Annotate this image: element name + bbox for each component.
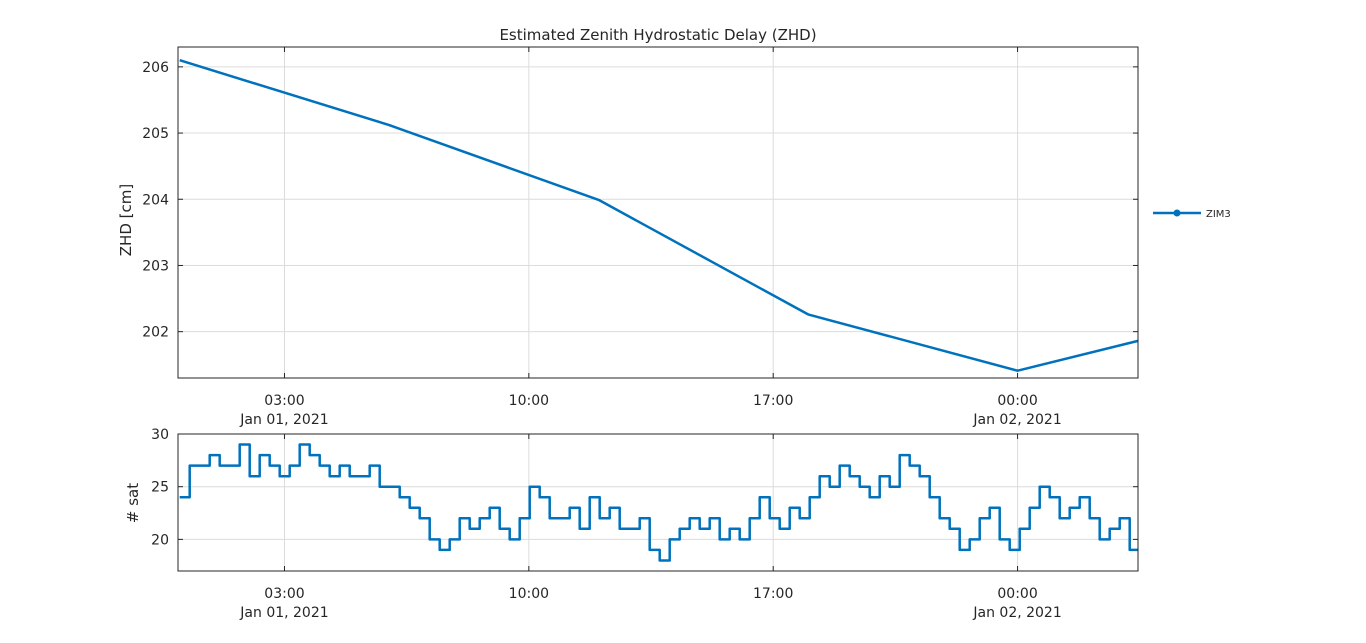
zhd-y-tick-label-1: 203 xyxy=(142,258,169,274)
sat-x-tick-label-2: 17:00 xyxy=(753,586,793,602)
zhd-x-tick-date-0: Jan 01, 2021 xyxy=(239,412,328,428)
zhd-y-tick-label-4: 206 xyxy=(142,60,169,76)
sat-y-tick-label-2: 30 xyxy=(151,427,169,443)
sat-series-zim3 xyxy=(179,443,1138,562)
sat-y-tick-label-1: 25 xyxy=(151,480,169,496)
sat-y-axis-label: # sat xyxy=(124,483,142,523)
sat-x-tick-date-0: Jan 01, 2021 xyxy=(239,605,328,621)
zhd-x-tick-label-0: 03:00 xyxy=(264,393,304,409)
sat-x-tick-label-0: 03:00 xyxy=(264,586,304,602)
zhd-x-tick-date-3: Jan 02, 2021 xyxy=(972,412,1061,428)
sat-axes-frame xyxy=(177,433,1139,572)
zhd-series-zim3 xyxy=(179,59,1139,372)
zhd-y-tick-label-0: 202 xyxy=(142,325,169,341)
zhd-y-tick-label-2: 204 xyxy=(142,192,169,208)
zhd-x-tick-label-1: 10:00 xyxy=(509,393,549,409)
sat-x-tick-date-3: Jan 02, 2021 xyxy=(972,605,1061,621)
legend-label-zim3: ZIM3 xyxy=(1206,209,1231,220)
legend-marker-zim3 xyxy=(1173,209,1181,217)
satellite-count-chart: 03:00 Jan 01, 2021 10:00 17:00 00:00 Jan 02, … xyxy=(151,427,1139,621)
zhd-chart: 03:00 Jan 01, 2021 10:00 17:00 00:00 Jan 02, … xyxy=(142,46,1139,428)
zhd-x-tick-label-3: 00:00 xyxy=(997,393,1037,409)
zhd-x-tick-label-2: 17:00 xyxy=(753,393,793,409)
legend[interactable]: ZIM3 xyxy=(1153,209,1231,220)
sat-x-tick-label-1: 10:00 xyxy=(509,586,549,602)
zhd-y-axis-label: ZHD [cm] xyxy=(117,184,135,256)
chart-title: Estimated Zenith Hydrostatic Delay (ZHD) xyxy=(499,26,816,44)
zhd-y-tick-label-3: 205 xyxy=(142,126,169,142)
zhd-axes-frame xyxy=(177,46,1139,379)
sat-y-tick-label-0: 20 xyxy=(151,532,169,548)
sat-x-tick-label-3: 00:00 xyxy=(997,586,1037,602)
